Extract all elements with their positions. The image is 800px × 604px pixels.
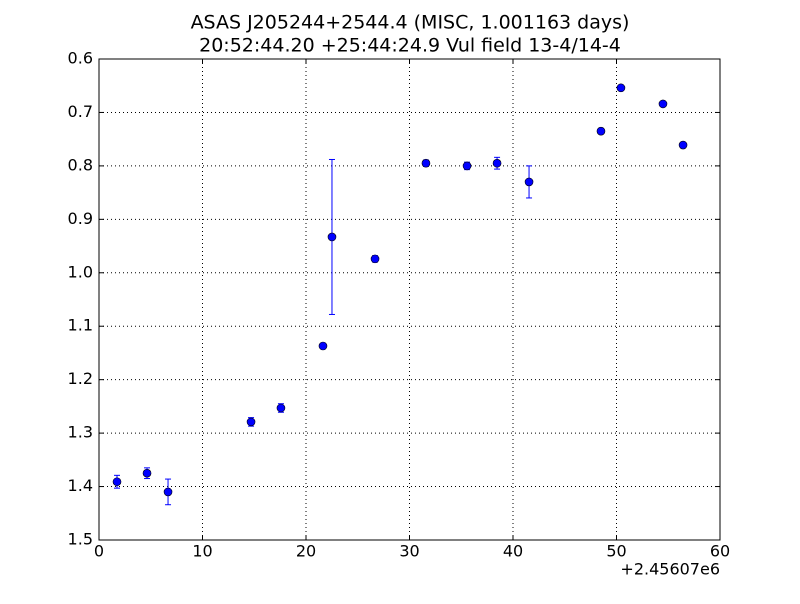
x-tick-label: 0	[94, 542, 104, 561]
x-tick-label: 50	[606, 542, 626, 561]
x-offset-label: +2.45607e6	[620, 560, 720, 579]
x-tick-label: 60	[710, 542, 730, 561]
y-tick-label: 1.1	[68, 316, 93, 335]
y-tick-label: 1.2	[68, 369, 93, 388]
data-point	[596, 126, 606, 136]
y-tick-label: 0.8	[68, 155, 93, 174]
data-point	[327, 232, 337, 242]
x-tick-label: 10	[192, 542, 212, 561]
data-point	[658, 99, 668, 109]
data-point	[276, 403, 286, 413]
y-tick-label: 1.5	[68, 530, 93, 549]
y-tick-label: 1.0	[68, 262, 93, 281]
plot-frame	[98, 58, 721, 541]
x-tick-label: 40	[503, 542, 523, 561]
y-tick-label: 0.7	[68, 102, 93, 121]
data-point	[421, 158, 431, 168]
data-point	[163, 487, 173, 497]
x-tick-label: 30	[399, 542, 419, 561]
data-point	[246, 417, 256, 427]
y-tick-label: 0.6	[68, 49, 93, 68]
data-point	[616, 83, 626, 93]
data-point	[112, 477, 122, 487]
data-point	[142, 468, 152, 478]
data-point	[678, 140, 688, 150]
data-point	[462, 161, 472, 171]
x-tick-label: 20	[296, 542, 316, 561]
data-point	[492, 158, 502, 168]
chart-subtitle: 20:52:44.20 +25:44:24.9 Vul field 13-4/1…	[199, 35, 621, 57]
data-point	[318, 341, 328, 351]
data-point	[370, 254, 380, 264]
y-tick-label: 1.3	[68, 423, 93, 442]
y-tick-label: 0.9	[68, 209, 93, 228]
data-point	[524, 177, 534, 187]
y-tick-label: 1.4	[68, 476, 93, 495]
chart-title: ASAS J205244+2544.4 (MISC, 1.001163 days…	[191, 12, 630, 34]
